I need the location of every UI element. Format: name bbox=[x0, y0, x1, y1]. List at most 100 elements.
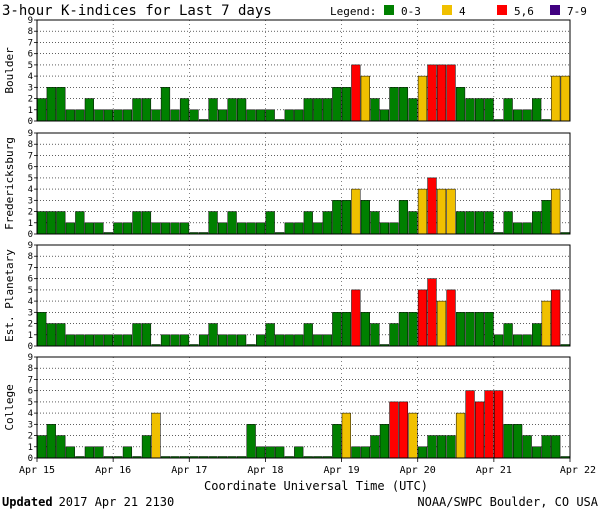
k-index-bar bbox=[494, 390, 504, 459]
y-tick-label: 1 bbox=[28, 219, 33, 229]
k-index-bar bbox=[132, 211, 142, 235]
k-index-bar bbox=[198, 334, 209, 347]
panel-frame bbox=[36, 132, 571, 235]
k-index-bar bbox=[341, 412, 351, 459]
k-index-bar bbox=[113, 222, 123, 235]
y-tick-label: 2 bbox=[28, 95, 33, 105]
k-index-bar bbox=[455, 87, 466, 122]
k-index-bar bbox=[256, 109, 266, 122]
k-index-bar bbox=[275, 446, 285, 459]
k-index-bar bbox=[84, 446, 94, 459]
y-tick-label: 1 bbox=[28, 331, 33, 341]
k-index-bar bbox=[84, 222, 94, 235]
k-index-bar bbox=[303, 323, 313, 347]
legend-title: Legend: bbox=[330, 5, 376, 18]
k-index-bar bbox=[284, 334, 294, 347]
k-index-bar bbox=[513, 222, 523, 235]
k-index-bar bbox=[94, 334, 104, 347]
k-index-bar bbox=[65, 222, 75, 235]
x-tick-label: Apr 17 bbox=[171, 465, 207, 476]
k-index-bar bbox=[417, 289, 428, 347]
k-index-bar bbox=[446, 289, 456, 347]
k-index-bar bbox=[265, 211, 275, 235]
y-tick-label: 3 bbox=[28, 308, 33, 318]
k-index-bar bbox=[179, 334, 190, 347]
k-index-bar bbox=[370, 323, 380, 347]
k-index-bar bbox=[294, 109, 304, 122]
k-index-bar bbox=[313, 98, 323, 122]
k-index-bar bbox=[294, 446, 304, 459]
y-tick-label: 7 bbox=[28, 38, 33, 48]
y-tick-label: 4 bbox=[28, 185, 33, 195]
k-index-bar bbox=[246, 109, 256, 122]
k-index-bar bbox=[398, 401, 409, 459]
y-tick-label: 6 bbox=[28, 387, 33, 397]
k-index-bar bbox=[75, 109, 85, 122]
x-tick-label: Apr 22 bbox=[560, 465, 596, 476]
k-index-bar bbox=[103, 109, 113, 122]
k-index-bar bbox=[217, 222, 228, 235]
y-tick-label: 4 bbox=[28, 297, 33, 307]
k-index-bar bbox=[360, 312, 370, 347]
chart-title: 3-hour K-indices for Last 7 days bbox=[2, 3, 272, 19]
x-tick-label: Apr 20 bbox=[400, 465, 436, 476]
footer-updated-label: Updated bbox=[2, 495, 53, 509]
k-index-bar bbox=[208, 323, 218, 347]
legend-label: 0-3 bbox=[401, 5, 421, 18]
k-index-bar bbox=[265, 446, 275, 459]
k-index-bar bbox=[227, 98, 237, 122]
k-index-bar bbox=[46, 211, 56, 235]
k-index-bar bbox=[37, 435, 47, 459]
k-index-bar bbox=[436, 435, 447, 459]
k-index-bar bbox=[551, 75, 561, 122]
k-index-bar bbox=[208, 211, 218, 235]
k-index-bar bbox=[351, 289, 361, 347]
k-index-bar bbox=[474, 312, 485, 347]
k-index-bar bbox=[265, 109, 275, 122]
k-index-bar bbox=[65, 446, 75, 459]
k-index-bar bbox=[322, 211, 332, 235]
k-index-bar bbox=[551, 435, 561, 459]
panel-frame bbox=[36, 19, 571, 122]
k-index-bar bbox=[484, 98, 494, 122]
k-index-bar bbox=[408, 98, 418, 122]
k-index-bar bbox=[513, 109, 523, 122]
k-index-bar bbox=[474, 211, 485, 235]
k-index-bar bbox=[541, 200, 551, 235]
y-tick-label: 1 bbox=[28, 443, 33, 453]
y-tick-label: 9 bbox=[28, 353, 33, 363]
k-index-bar bbox=[370, 98, 380, 122]
legend-swatch bbox=[384, 5, 394, 15]
k-index-bar bbox=[351, 188, 361, 235]
k-index-bar bbox=[141, 211, 152, 235]
y-tick-label: 6 bbox=[28, 275, 33, 285]
k-index-bar bbox=[427, 278, 437, 347]
y-tick-label: 7 bbox=[28, 151, 33, 161]
k-index-bar bbox=[65, 334, 75, 347]
k-index-bar bbox=[122, 446, 133, 459]
y-tick-label: 8 bbox=[28, 252, 33, 262]
y-tick-label: 2 bbox=[28, 432, 33, 442]
k-index-bar bbox=[217, 334, 228, 347]
k-index-bar bbox=[37, 211, 47, 235]
k-index-bar bbox=[84, 334, 94, 347]
k-index-bar bbox=[398, 312, 409, 347]
y-tick-label: 8 bbox=[28, 27, 33, 37]
k-index-bar bbox=[484, 312, 494, 347]
k-index-bar bbox=[551, 188, 561, 235]
x-tick-label: Apr 15 bbox=[19, 465, 55, 476]
k-index-bar bbox=[65, 109, 75, 122]
k-index-bar bbox=[455, 312, 466, 347]
k-index-bar bbox=[113, 109, 123, 122]
y-tick-label: 9 bbox=[28, 129, 33, 139]
k-index-bar bbox=[160, 87, 171, 122]
k-index-bar bbox=[227, 334, 237, 347]
y-tick-label: 5 bbox=[28, 174, 33, 184]
k-index-bar bbox=[465, 390, 475, 459]
y-tick-label: 0 bbox=[28, 117, 33, 127]
k-index-bar bbox=[436, 188, 447, 235]
k-index-bar bbox=[56, 323, 66, 347]
k-index-bar bbox=[46, 424, 56, 459]
k-index-bar bbox=[303, 98, 313, 122]
